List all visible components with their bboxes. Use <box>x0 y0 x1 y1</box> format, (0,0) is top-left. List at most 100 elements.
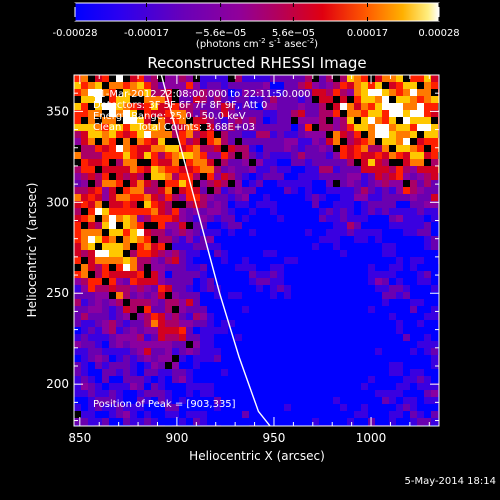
heatmap-cell <box>312 194 320 202</box>
heatmap-cell <box>200 138 208 146</box>
heatmap-cell <box>172 362 180 370</box>
heatmap-cell <box>200 418 208 426</box>
heatmap-cell <box>333 299 341 307</box>
heatmap-cell <box>417 299 425 307</box>
heatmap-cell <box>228 264 236 272</box>
heatmap-cell <box>116 124 124 132</box>
heatmap-cell <box>193 348 201 356</box>
heatmap-cell <box>347 369 355 377</box>
heatmap-cell <box>417 82 425 90</box>
heatmap-cell <box>81 404 89 412</box>
heatmap-cell <box>186 103 194 111</box>
heatmap-cell <box>396 299 404 307</box>
heatmap-cell <box>368 236 376 244</box>
heatmap-cell <box>431 89 439 97</box>
heatmap-cell <box>214 250 222 258</box>
heatmap-cell <box>207 264 215 272</box>
heatmap-cell <box>130 117 138 125</box>
heatmap-cell <box>130 390 138 398</box>
heatmap-cell <box>242 250 250 258</box>
heatmap-cell <box>319 82 327 90</box>
heatmap-cell <box>277 390 285 398</box>
heatmap-cell <box>200 222 208 230</box>
heatmap-cell <box>214 376 222 384</box>
solar-limb-curve <box>160 75 271 426</box>
heatmap-cell <box>88 124 96 132</box>
heatmap-cell <box>214 194 222 202</box>
heatmap-cell <box>298 187 306 195</box>
heatmap-cell <box>417 131 425 139</box>
heatmap-cell <box>214 362 222 370</box>
heatmap-cell <box>158 369 166 377</box>
heatmap-cell <box>382 145 390 153</box>
heatmap-cell <box>200 117 208 125</box>
heatmap-cell <box>403 271 411 279</box>
heatmap-cell <box>242 187 250 195</box>
heatmap-cell <box>396 110 404 118</box>
heatmap-cell <box>221 313 229 321</box>
heatmap-cell <box>74 257 82 265</box>
heatmap-cell <box>102 369 110 377</box>
heatmap-cell <box>221 236 229 244</box>
heatmap-cell <box>228 138 236 146</box>
heatmap-cell <box>165 390 173 398</box>
heatmap-cell <box>116 369 124 377</box>
heatmap-cell <box>235 383 243 391</box>
heatmap-cell <box>305 236 313 244</box>
heatmap-cell <box>144 404 152 412</box>
heatmap-cell <box>186 117 194 125</box>
heatmap-cell <box>277 75 285 83</box>
heatmap-cell <box>263 103 271 111</box>
heatmap-cell <box>375 362 383 370</box>
heatmap-cell <box>396 159 404 167</box>
heatmap-cell <box>88 271 96 279</box>
heatmap-cell <box>221 271 229 279</box>
heatmap-cell <box>221 110 229 118</box>
heatmap-cell <box>214 236 222 244</box>
heatmap-cell <box>347 236 355 244</box>
heatmap-cell <box>88 110 96 118</box>
heatmap-cell <box>270 362 278 370</box>
heatmap-cell <box>242 222 250 230</box>
heatmap-cell <box>109 208 117 216</box>
heatmap-cell <box>109 369 117 377</box>
heatmap-cell <box>424 201 432 209</box>
x-tick-label: 850 <box>68 431 91 445</box>
heatmap-cell <box>242 397 250 405</box>
heatmap-cell <box>431 376 439 384</box>
heatmap-cell <box>403 89 411 97</box>
heatmap-cell <box>396 292 404 300</box>
heatmap-cell <box>375 299 383 307</box>
heatmap-cell <box>165 299 173 307</box>
heatmap-cell <box>123 180 131 188</box>
heatmap-cell <box>179 138 187 146</box>
heatmap-cell <box>109 173 117 181</box>
heatmap-cell <box>130 355 138 363</box>
heatmap-cell <box>172 271 180 279</box>
heatmap-cell <box>151 145 159 153</box>
heatmap-cell <box>403 341 411 349</box>
heatmap-cell <box>403 145 411 153</box>
heatmap-cell <box>333 411 341 419</box>
heatmap-cell <box>123 306 131 314</box>
heatmap-cell <box>354 355 362 363</box>
heatmap-cell <box>207 306 215 314</box>
heatmap-cell <box>144 418 152 426</box>
heatmap-cell <box>235 110 243 118</box>
heatmap-cell <box>249 173 257 181</box>
heatmap-cell <box>151 166 159 174</box>
heatmap-cell <box>95 306 103 314</box>
heatmap-cell <box>165 222 173 230</box>
heatmap-cell <box>186 124 194 132</box>
heatmap-cell <box>326 404 334 412</box>
heatmap-cell <box>179 173 187 181</box>
heatmap-cell <box>270 173 278 181</box>
heatmap-cell <box>396 376 404 384</box>
heatmap-cell <box>151 264 159 272</box>
heatmap-cell <box>256 229 264 237</box>
heatmap-cell <box>88 173 96 181</box>
heatmap-cell <box>410 411 418 419</box>
heatmap-cell <box>123 229 131 237</box>
heatmap-cell <box>88 348 96 356</box>
heatmap-cell <box>410 257 418 265</box>
